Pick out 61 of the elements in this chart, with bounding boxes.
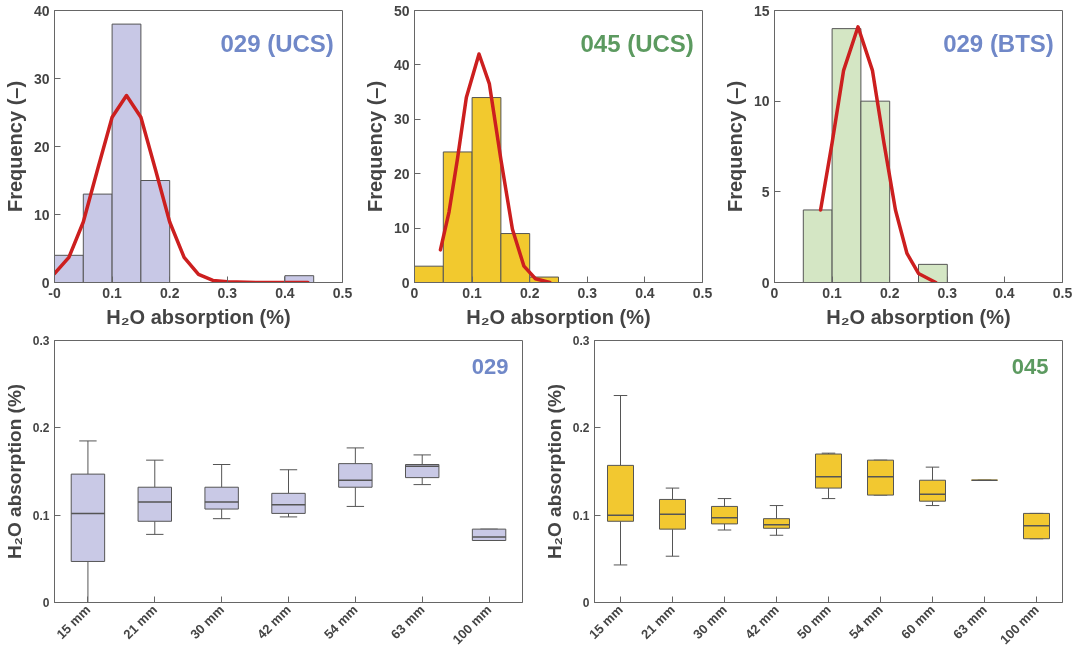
y-tick-label: 30 (33, 70, 50, 87)
x-tick-label: 63 mm (950, 602, 990, 642)
x-tick-label: 54 mm (846, 602, 886, 642)
x-tick-label: 30 mm (690, 602, 730, 642)
y-tick-label: 5 (761, 183, 770, 200)
y-tick-label: 20 (33, 138, 50, 155)
y-tick-label: 10 (393, 220, 410, 237)
x-tick-label: 50 mm (794, 602, 834, 642)
y-tick-label: 50 (393, 2, 410, 19)
y-tick-label: 10 (33, 206, 50, 223)
y-axis-title: Frequency (–) (363, 80, 386, 213)
x-tick-label: 100 mm (449, 602, 495, 648)
y-tick-label: 0.2 (572, 421, 590, 436)
y-tick-label: 10 (753, 93, 770, 110)
y-tick-label: 20 (393, 165, 410, 182)
y-axis-title: Frequency (–) (723, 80, 746, 213)
y-axis-title: H₂O absorption (%) (3, 383, 25, 560)
x-tick-label: 0.3 (937, 284, 958, 301)
x-tick-label: 0.5 (1052, 284, 1073, 301)
x-tick-label: 63 mm (387, 602, 428, 642)
x-tick-label: 0.2 (159, 284, 180, 301)
y-tick-label: 0.3 (32, 334, 50, 348)
x-axis-title: H₂O absorption (%) (826, 305, 1011, 328)
y-tick-label: 0.2 (32, 421, 50, 436)
x-tick-label: 15 mm (53, 602, 94, 642)
y-axis-title: Frequency (–) (3, 80, 26, 213)
y-tick-label: 15 (753, 2, 770, 19)
x-tick-label: 0.1 (462, 284, 483, 301)
annotation: 029 (471, 353, 509, 379)
x-tick-label: 0.1 (102, 284, 123, 301)
x-tick-label: 42 mm (742, 602, 782, 642)
annotation: 029 (UCS) (220, 29, 334, 57)
annotation: 029 (BTS) (943, 29, 1054, 57)
x-tick-label: 54 mm (320, 602, 361, 642)
x-tick-label: 0.5 (692, 284, 713, 301)
x-tick-label: 60 mm (898, 602, 938, 642)
x-tick-label: 30 mm (187, 602, 227, 642)
x-axis-title: H₂O absorption (%) (106, 305, 291, 328)
y-tick-label: 0.1 (572, 508, 590, 523)
x-tick-label: 0.3 (217, 284, 238, 301)
y-tick-label: 0.3 (572, 334, 590, 348)
y-tick-label: 30 (393, 111, 410, 128)
y-tick-label: 0.1 (32, 508, 50, 523)
x-axis-title: H₂O absorption (%) (466, 305, 651, 328)
x-tick-label: 21 mm (120, 602, 161, 642)
x-tick-label: 0.4 (635, 284, 655, 301)
x-tick-label: 0.2 (879, 284, 900, 301)
x-tick-label: 0.1 (822, 284, 843, 301)
x-tick-label: 0.2 (519, 284, 540, 301)
y-tick-label: 40 (33, 2, 50, 19)
x-tick-label: 0.5 (332, 284, 353, 301)
x-tick-label: 21 mm (638, 602, 678, 642)
x-tick-label: 100 mm (996, 602, 1042, 648)
x-tick-label: -0 (48, 284, 61, 301)
annotation: 045 (UCS) (580, 29, 694, 57)
annotation: 045 (1011, 353, 1049, 379)
y-tick-label: 40 (393, 56, 410, 73)
x-tick-label: 42 mm (254, 602, 294, 642)
y-axis-title: H₂O absorption (%) (543, 383, 565, 560)
x-tick-label: 0.4 (275, 284, 295, 301)
x-tick-label: 0.4 (995, 284, 1015, 301)
